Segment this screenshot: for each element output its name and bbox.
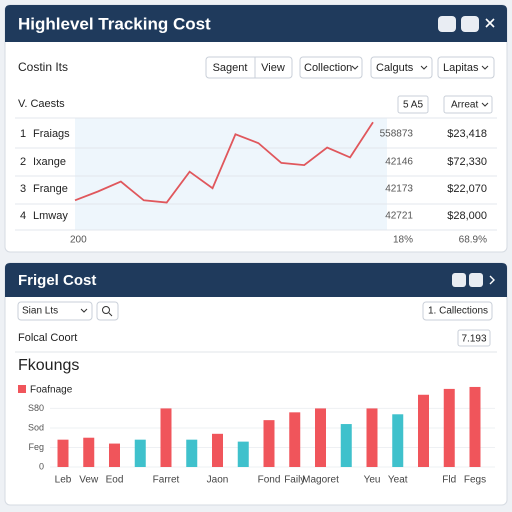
icon-button[interactable] [461,16,479,32]
chevron[interactable] [489,275,495,285]
summary-label: Folcal Coort [18,332,77,344]
icon-button[interactable] [452,273,466,287]
y-tick-label: 0 [39,461,44,471]
search-icon [102,306,110,314]
dropdown[interactable] [17,301,93,321]
x-tick-label: Farret [153,475,180,486]
x-tick-label: Eod [106,475,124,486]
x-tick-label: Yeu [364,475,381,486]
footer-cell: 200 [70,235,87,246]
y-tick-label: S80 [28,403,44,413]
bar [160,408,172,467]
icon-button[interactable] [469,273,483,287]
bar [134,439,146,467]
footer-cell: 68.9% [459,235,487,246]
caret [420,65,428,70]
row-value: 42146 [385,157,413,168]
search-button[interactable] [96,301,119,321]
summary-box [457,329,491,347]
trend-line [74,121,374,204]
button-label[interactable]: 1. Callections [428,306,488,317]
close-icon[interactable] [485,18,495,28]
bar [237,441,249,467]
dropdown[interactable] [443,95,493,114]
row-cost: $72,330 [447,156,487,168]
table-header: 5 A5 [403,100,423,111]
bar [109,443,120,467]
row-name: Fraiags [33,128,70,140]
x-tick-label: Fegs [464,475,486,486]
button[interactable]: View [261,62,285,74]
row-value: 42173 [385,184,413,195]
bar [366,408,378,467]
button[interactable]: Sagent [213,62,248,74]
y-tick-label: Sod [28,422,44,432]
row-index: 3 [20,183,26,195]
row-index: 2 [20,156,26,168]
x-tick-label: Faily [284,475,305,486]
x-tick-label: Leb [55,475,72,486]
bar [212,433,223,467]
row-index: 1 [20,128,26,140]
bar [443,388,455,467]
caret [351,65,359,70]
table-header[interactable]: Arreat [451,100,478,111]
panel [4,262,508,506]
dropdown-label[interactable]: Sian Lts [22,306,58,317]
row-value: 558873 [380,129,414,140]
bar [289,412,301,467]
row-cost: $22,070 [447,183,487,195]
dropdown[interactable] [437,56,495,79]
panel-title: Highlevel Tracking Cost [18,14,211,33]
x-tick-label: Jaon [207,475,229,486]
panel-title: Frigel Cost [18,272,96,289]
dropdown[interactable] [370,56,433,79]
y-tick-label: Feg [28,442,44,452]
button[interactable] [422,301,493,321]
caret [481,102,489,107]
bar [315,408,326,467]
bar [57,439,69,467]
footer-cell: 18% [393,235,413,246]
bar [392,414,404,467]
row-name: Lmway [33,210,68,222]
row-cost: $28,000 [447,210,487,222]
caret [80,308,88,313]
toolbar-label: Costin Its [18,60,68,74]
x-tick-label: Vew [79,475,99,486]
x-tick-label: Magoret [302,475,339,486]
header-box [397,95,429,114]
x-tick-label: Fld [442,475,456,486]
x-tick-label: Yeat [388,475,408,486]
dropdown-label[interactable]: Calguts [376,62,414,74]
row-index: 4 [20,210,26,222]
legend-label: Foafnage [30,385,73,396]
row-name: Ixange [33,156,66,168]
bar [83,437,95,467]
panel-header [5,263,507,297]
bar [469,386,481,467]
row-name: Frange [33,183,68,195]
chart-title: Fkoungs [18,357,79,374]
dropdown-label[interactable]: Collection [304,62,352,74]
table-header: V. Caests [18,98,65,110]
bar [263,420,275,467]
bar [418,394,429,467]
caret [481,65,489,70]
panel-header [5,5,507,42]
legend-swatch [18,385,26,393]
row-cost: $23,418 [447,128,487,140]
bar [186,439,198,467]
bar [340,424,352,467]
chart-shade [75,118,387,230]
summary-value: 7.193 [461,334,486,345]
search-icon [108,312,113,317]
icon-button[interactable] [438,16,456,32]
dropdown-label[interactable]: Lapitas [443,62,479,74]
row-value: 42721 [385,211,413,222]
button-group[interactable] [205,56,293,79]
dropdown[interactable] [299,56,363,79]
x-tick-label: Fond [258,475,281,486]
